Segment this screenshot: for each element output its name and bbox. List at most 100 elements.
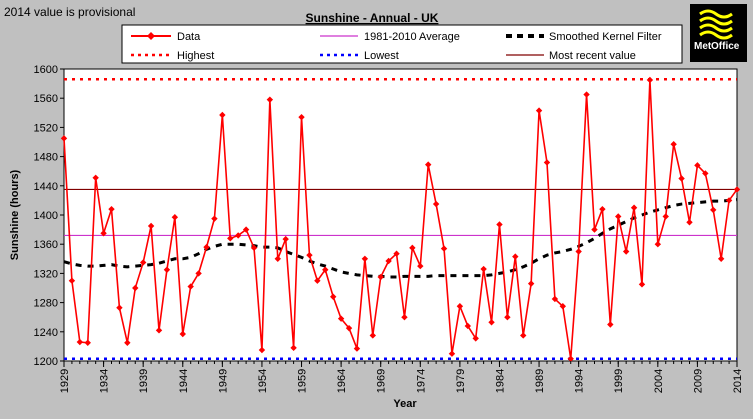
legend-box: [121, 24, 683, 64]
smoothed-series: [63, 198, 738, 279]
x-axis-label: Year: [393, 398, 417, 410]
logo-text-met: Met: [694, 41, 712, 52]
data-point: [543, 159, 551, 166]
data-point: [694, 162, 701, 169]
data-point: [195, 270, 202, 277]
data-point: [480, 265, 487, 273]
x-tick-label: 1994: [574, 369, 586, 393]
data-point: [551, 295, 559, 303]
data-point: [250, 244, 258, 252]
data-point: [607, 321, 614, 328]
legend-lowest-label: Lowest: [364, 50, 399, 62]
data-point: [163, 266, 171, 273]
data-point: [369, 332, 376, 339]
x-tick-label: 2014: [732, 369, 744, 393]
data-point: [100, 230, 107, 237]
data-point: [322, 266, 329, 273]
data-point: [147, 222, 155, 230]
logo-wave-icon: [699, 9, 733, 19]
y-tick-label: 1440: [34, 181, 58, 193]
data-point: [678, 175, 685, 182]
x-tick-label: 1954: [257, 369, 269, 393]
data-point: [385, 257, 392, 265]
legend: Data 1981-2010 Average Smoothed Kernel F…: [121, 24, 683, 64]
data-point: [361, 255, 369, 262]
data-point: [638, 281, 646, 288]
data-point: [139, 259, 147, 266]
data-point: [108, 205, 115, 213]
data-point: [84, 339, 91, 346]
data-point: [282, 235, 289, 243]
chart-title: Sunshine - Annual - UK: [306, 11, 439, 25]
x-tick-label: 1949: [217, 369, 229, 393]
x-tick-label: 2009: [692, 369, 704, 393]
y-tick-label: 1240: [34, 327, 58, 339]
data-point: [725, 197, 733, 204]
data-point: [567, 355, 574, 363]
data-point: [686, 219, 693, 226]
data-point: [290, 344, 297, 352]
logo-wave-icon: [699, 30, 733, 40]
data-point: [353, 345, 361, 352]
data-point: [496, 221, 503, 228]
data-point: [298, 113, 305, 121]
legend-recent-label: Most recent value: [549, 50, 636, 62]
y-tick-label: 1560: [34, 93, 58, 105]
data-point: [330, 293, 337, 300]
data-point: [527, 280, 535, 287]
data-point: [60, 135, 68, 142]
y-tick-label: 1200: [34, 356, 58, 368]
data-point: [662, 213, 669, 220]
data-point: [306, 251, 313, 259]
data-point: [654, 241, 662, 248]
provisional-note: 2014 value is provisional: [4, 5, 135, 19]
data-point: [440, 245, 448, 252]
data-point: [234, 232, 242, 239]
data-point: [377, 273, 384, 281]
x-tick-label: 1959: [297, 369, 309, 393]
y-axis: 1200 1240 1280 1320 1360 1400 1440 1480 1520 1560…: [34, 64, 64, 368]
met-office-logo: Met Office: [690, 4, 747, 62]
data-point: [337, 315, 345, 322]
x-tick-label: 1999: [613, 369, 625, 393]
data-point: [187, 283, 194, 290]
data-point: [242, 226, 250, 233]
data-point: [314, 277, 321, 284]
y-tick-label: 1480: [34, 152, 58, 164]
data-point: [76, 338, 84, 346]
x-tick-label: 1964: [336, 369, 348, 393]
y-tick-label: 1360: [34, 239, 58, 251]
data-point: [155, 327, 163, 334]
logo-wave-icon: [699, 16, 733, 26]
data-point: [448, 350, 456, 357]
x-tick-label: 1969: [376, 369, 388, 393]
x-axis: 1929 1934 1939 1944 1949 1954 1959 1964 1969 1974…: [59, 361, 744, 393]
data-point: [432, 200, 440, 208]
data-point: [116, 304, 123, 311]
data-point: [401, 314, 408, 321]
x-tick-label: 1929: [59, 369, 71, 393]
data-point: [124, 339, 131, 346]
logo-background: [690, 4, 747, 62]
data-point: [504, 314, 511, 321]
data-point: [472, 335, 479, 342]
x-tick-label: 1984: [494, 369, 506, 393]
data-point: [409, 244, 416, 252]
data-point: [68, 277, 76, 284]
data-point: [630, 204, 638, 211]
data-point: [622, 248, 630, 255]
legend-data-label: Data: [177, 31, 201, 43]
legend-highest-label: Highest: [177, 50, 214, 62]
y-tick-label: 1520: [34, 122, 58, 134]
data-point: [535, 107, 543, 114]
data-point: [171, 213, 179, 221]
logo-wave-icon: [699, 23, 733, 33]
legend-average-label: 1981-2010 Average: [364, 31, 460, 43]
legend-data-marker: [147, 32, 155, 40]
x-tick-label: 1944: [178, 369, 190, 393]
y-tick-label: 1280: [34, 298, 58, 310]
data-point: [733, 186, 741, 193]
x-tick-label: 1974: [415, 369, 427, 393]
data-point: [710, 206, 717, 214]
data-point: [132, 284, 139, 292]
